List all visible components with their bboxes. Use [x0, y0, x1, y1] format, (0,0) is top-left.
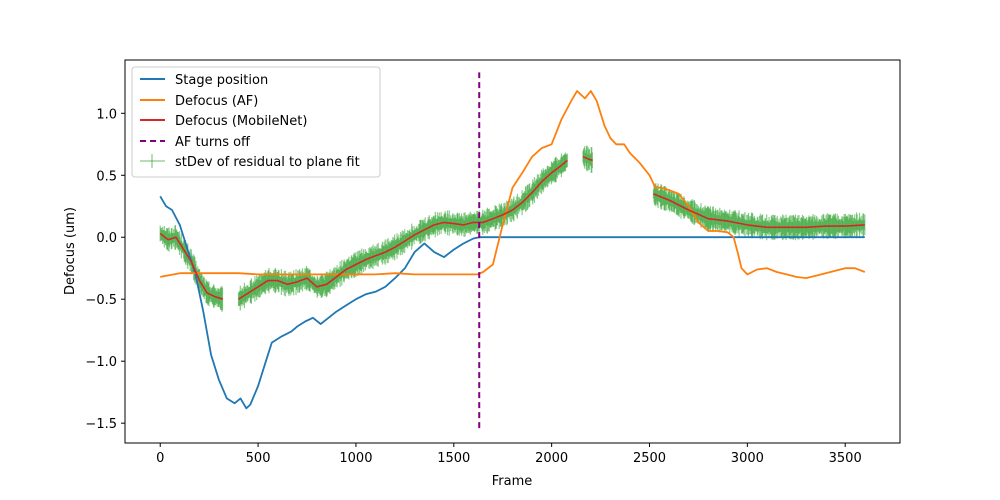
x-tick-label: 1000 — [339, 451, 372, 466]
series-line-defocus-mobilenet — [159, 232, 224, 300]
legend-box — [131, 66, 381, 178]
y-tick-label: 0.5 — [96, 169, 117, 184]
x-tick-label: 3500 — [829, 451, 862, 466]
legend-label-af-off: AF turns off — [175, 135, 251, 150]
stdev-band — [159, 145, 866, 312]
x-tick-label: 0 — [156, 451, 164, 466]
series-line-defocus-mobilenet — [238, 159, 568, 300]
plot-area — [159, 72, 866, 429]
y-tick-label: −1.0 — [85, 355, 117, 370]
y-tick-label: 1.0 — [96, 107, 117, 122]
axes-frame — [124, 59, 901, 444]
legend: Stage position Defocus (AF) Defocus (Mob… — [131, 66, 381, 178]
series-line-defocus-af — [160, 90, 866, 279]
series-line-defocus-mobilenet — [582, 155, 593, 162]
y-tick-label: −0.5 — [85, 293, 117, 308]
series-line-stage-position — [159, 195, 865, 410]
x-tick-label: 3000 — [731, 451, 764, 466]
legend-label-stage: Stage position — [175, 73, 268, 88]
x-tick-label: 1500 — [437, 451, 470, 466]
x-axis-label: Frame — [492, 474, 533, 489]
series-line-defocus-mobilenet — [653, 193, 865, 229]
legend-label-af: Defocus (AF) — [175, 94, 258, 109]
x-tick-label: 500 — [246, 451, 271, 466]
legend-label-mobilenet: Defocus (MobileNet) — [175, 114, 307, 129]
y-tick-label: −1.5 — [85, 417, 117, 432]
y-axis-label: Defocus (um) — [63, 207, 78, 295]
y-tick-label: 0.0 — [96, 231, 117, 246]
x-tick-label: 2500 — [633, 451, 666, 466]
x-tick-label: 2000 — [535, 451, 568, 466]
legend-label-stdev: stDev of residual to plane fit — [175, 155, 360, 170]
ticks: 0 500 1000 1500 2000 2500 3000 3500 −1.5 −1.0 −0.5… — [85, 107, 861, 466]
legend-swatch-stdev — [140, 154, 165, 168]
